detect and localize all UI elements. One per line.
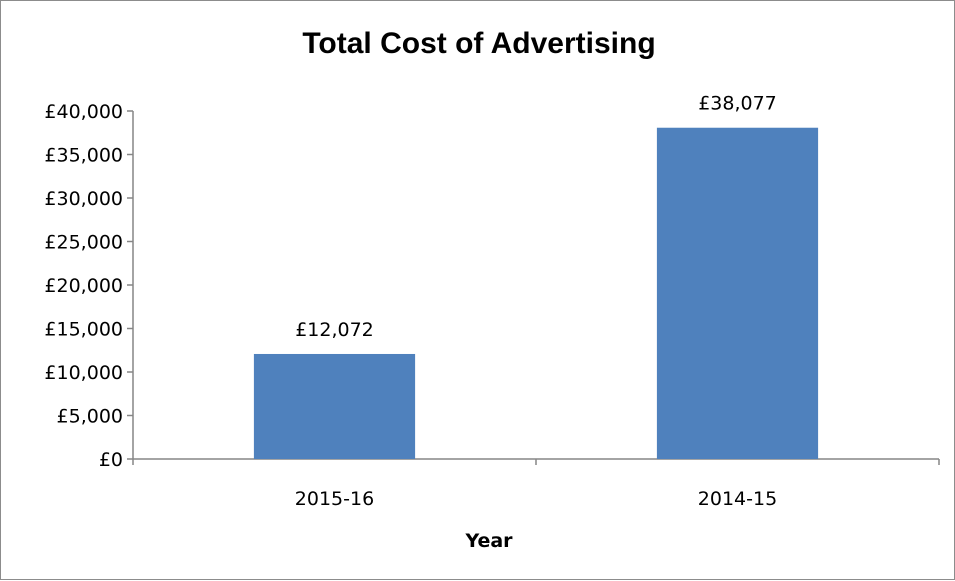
x-tick-label: 2015-16 — [295, 488, 374, 510]
data-label: £38,077 — [698, 93, 777, 115]
x-axis: 2015-16 2014-15 — [132, 458, 940, 510]
y-axis: £0 £5,000 £10,000 £15,000 £20,000 £25,000 £30,… — [44, 101, 134, 471]
y-tick-label: £25,000 — [44, 232, 123, 254]
y-tick-label: £30,000 — [44, 188, 123, 210]
y-tick-label: £40,000 — [44, 101, 123, 123]
chart-title: Total Cost of Advertising — [302, 27, 655, 60]
bar-2015-16 — [253, 353, 416, 459]
bars: £12,072 £38,077 — [253, 93, 819, 459]
y-tick-label: £35,000 — [44, 145, 123, 167]
y-tick-label: £5,000 — [57, 406, 123, 428]
y-tick-label: £10,000 — [44, 362, 123, 384]
x-axis-title: Year — [464, 530, 513, 552]
y-tick-label: £20,000 — [44, 275, 123, 297]
y-tick-label: £0 — [99, 449, 123, 471]
y-tick-label: £15,000 — [44, 319, 123, 341]
data-label: £12,072 — [295, 319, 374, 341]
bar-2014-15 — [656, 127, 819, 459]
x-tick-label: 2014-15 — [698, 488, 777, 510]
